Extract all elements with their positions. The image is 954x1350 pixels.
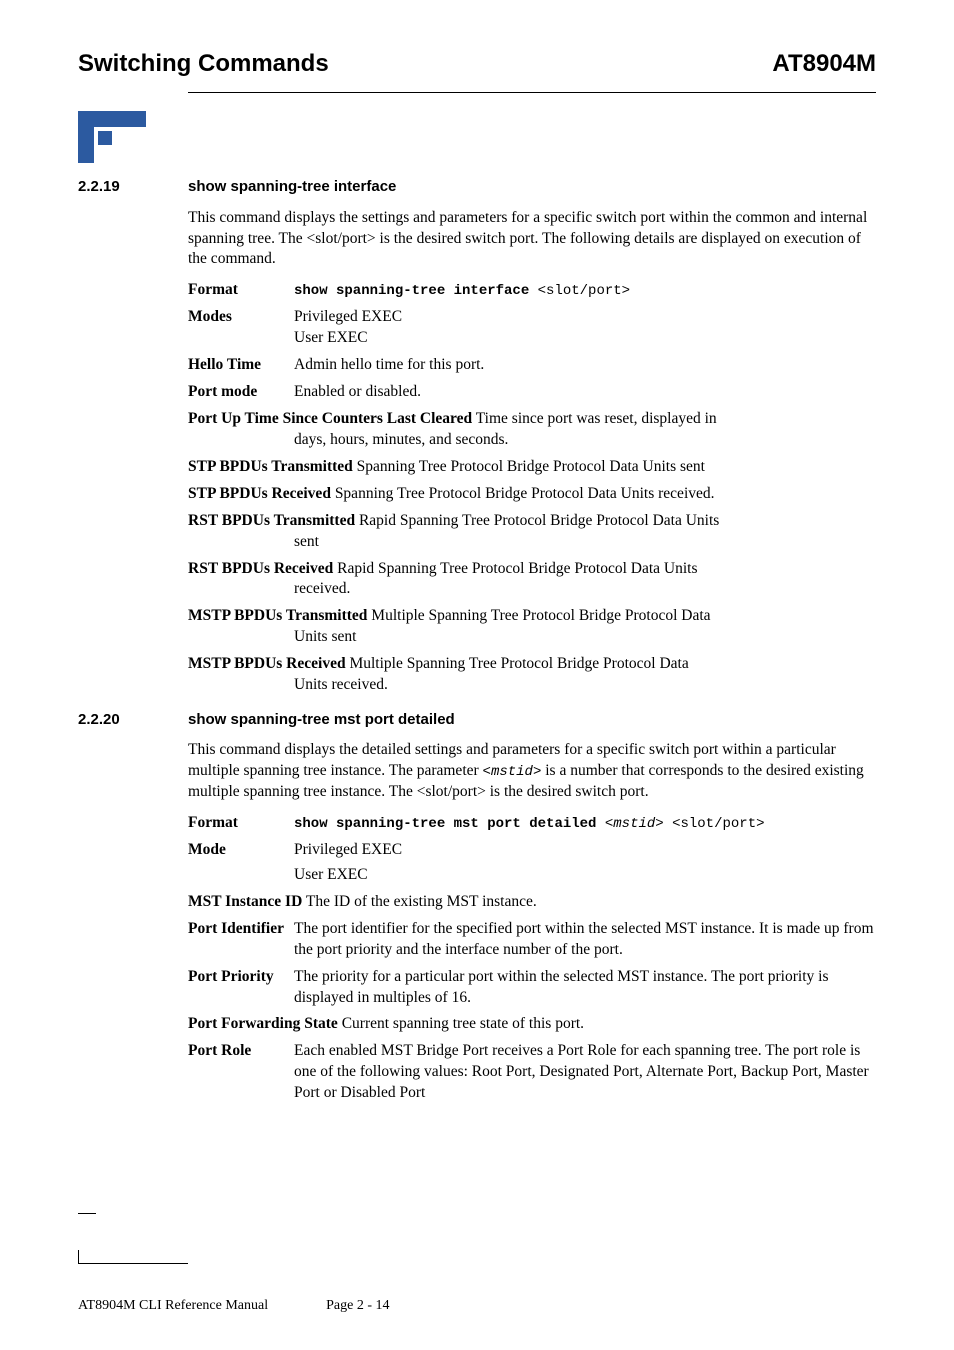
mode-line: User EXEC	[294, 865, 876, 886]
format-command: show spanning-tree mst port detailed	[294, 816, 605, 832]
def-term: Port mode	[188, 382, 294, 403]
def-mode: Mode Privileged EXEC User EXEC	[188, 840, 876, 886]
def-body: Admin hello time for this port.	[294, 355, 876, 376]
def-body: The port identifier for the specified po…	[294, 919, 876, 961]
def-bold: MSTP BPDUs Received	[188, 655, 346, 672]
def-rest: Multiple Spanning Tree Protocol Bridge P…	[367, 607, 710, 624]
def-stp-tx: STP BPDUs Transmitted Spanning Tree Prot…	[188, 457, 876, 478]
def-stp-rx: STP BPDUs Received Spanning Tree Protoco…	[188, 484, 876, 505]
def-term: Format	[188, 813, 294, 834]
def-bold: Port Forwarding State	[188, 1015, 338, 1032]
def-term: Port Role	[188, 1041, 294, 1104]
header-right: AT8904M	[772, 48, 876, 80]
def-term: Format	[188, 280, 294, 301]
intro-code: <mstid>	[483, 764, 542, 780]
section-title: show spanning-tree interface	[188, 177, 396, 197]
header-rule	[188, 92, 876, 93]
def-bold: MST Instance ID	[188, 893, 302, 910]
def-hello-time: Hello Time Admin hello time for this por…	[188, 355, 876, 376]
def-port-priority: Port Priority The priority for a particu…	[188, 967, 876, 1009]
def-format: Format show spanning-tree interface <slo…	[188, 280, 876, 301]
brand-logo	[78, 111, 146, 163]
format-arg: <slot/port>	[672, 816, 764, 832]
format-command: show spanning-tree interface	[294, 283, 538, 299]
def-port-identifier: Port Identifier The port identifier for …	[188, 919, 876, 961]
def-body: The priority for a particular port withi…	[294, 967, 876, 1009]
def-body: show spanning-tree interface <slot/port>	[294, 280, 876, 301]
def-body: Enabled or disabled.	[294, 382, 876, 403]
def-body: Each enabled MST Bridge Port receives a …	[294, 1041, 876, 1104]
def-body: show spanning-tree mst port detailed <ms…	[294, 813, 876, 834]
section-heading: 2.2.19 show spanning-tree interface	[188, 177, 876, 197]
def-term: Modes	[188, 307, 294, 349]
def-port-up-time: Port Up Time Since Counters Last Cleared…	[188, 409, 876, 451]
def-rest: Rapid Spanning Tree Protocol Bridge Prot…	[355, 512, 719, 529]
def-rest: Spanning Tree Protocol Bridge Protocol D…	[353, 458, 705, 475]
def-rest: Spanning Tree Protocol Bridge Protocol D…	[331, 485, 715, 502]
footer-crop-marks	[78, 1213, 188, 1264]
section-heading: 2.2.20 show spanning-tree mst port detai…	[188, 710, 876, 730]
footer-page: Page 2 - 14	[326, 1297, 389, 1316]
def-port-role: Port Role Each enabled MST Bridge Port r…	[188, 1041, 876, 1104]
def-cont: Units received.	[188, 675, 876, 696]
def-bold: RST BPDUs Transmitted	[188, 512, 355, 529]
logo-square	[98, 131, 112, 145]
crop-corner	[78, 1250, 188, 1264]
def-port-forwarding-state: Port Forwarding State Current spanning t…	[188, 1014, 876, 1035]
def-rst-tx: RST BPDUs Transmitted Rapid Spanning Tre…	[188, 511, 876, 553]
def-mstp-tx: MSTP BPDUs Transmitted Multiple Spanning…	[188, 606, 876, 648]
page-header: Switching Commands AT8904M	[78, 48, 876, 88]
def-rest: Rapid Spanning Tree Protocol Bridge Prot…	[333, 560, 697, 577]
page-footer: AT8904M CLI Reference Manual Page 2 - 14	[78, 1297, 876, 1316]
def-term: Mode	[188, 840, 294, 886]
section-intro: This command displays the detailed setti…	[188, 740, 876, 803]
def-bold: RST BPDUs Received	[188, 560, 333, 577]
def-bold: STP BPDUs Transmitted	[188, 458, 353, 475]
section-intro: This command displays the settings and p…	[188, 208, 876, 271]
def-bold: MSTP BPDUs Transmitted	[188, 607, 367, 624]
content: 2.2.19 show spanning-tree interface This…	[188, 177, 876, 1104]
mode-line: Privileged EXEC	[294, 307, 876, 328]
def-body: Privileged EXEC User EXEC	[294, 840, 876, 886]
def-term: Port Priority	[188, 967, 294, 1009]
format-arg: <mstid>	[605, 816, 664, 832]
def-bold: STP BPDUs Received	[188, 485, 331, 502]
section-number: 2.2.19	[78, 177, 188, 197]
def-port-mode: Port mode Enabled or disabled.	[188, 382, 876, 403]
page: Switching Commands AT8904M 2.2.19 show s…	[0, 0, 954, 1350]
def-cont: received.	[188, 579, 876, 600]
def-rest: Multiple Spanning Tree Protocol Bridge P…	[346, 655, 689, 672]
def-cont: sent	[188, 532, 876, 553]
def-bold: Port Up Time Since Counters Last Cleared	[188, 410, 472, 427]
def-term: Port Identifier	[188, 919, 294, 961]
def-rest: The ID of the existing MST instance.	[302, 893, 536, 910]
format-arg: <slot/port>	[538, 283, 630, 299]
def-body: Privileged EXEC User EXEC	[294, 307, 876, 349]
def-rest: Current spanning tree state of this port…	[338, 1015, 584, 1032]
section-title: show spanning-tree mst port detailed	[188, 710, 455, 730]
format-mid	[664, 816, 672, 832]
def-rest: Time since port was reset, displayed in	[472, 410, 717, 427]
footer-left: AT8904M CLI Reference Manual	[78, 1297, 268, 1316]
def-mstp-rx: MSTP BPDUs Received Multiple Spanning Tr…	[188, 654, 876, 696]
def-mst-instance-id: MST Instance ID The ID of the existing M…	[188, 892, 876, 913]
crop-tick	[78, 1213, 96, 1214]
logo-bar-left	[78, 111, 94, 163]
header-left: Switching Commands	[78, 48, 329, 80]
def-cont: Units sent	[188, 627, 876, 648]
def-term: Hello Time	[188, 355, 294, 376]
def-rst-rx: RST BPDUs Received Rapid Spanning Tree P…	[188, 559, 876, 601]
def-modes: Modes Privileged EXEC User EXEC	[188, 307, 876, 349]
section-number: 2.2.20	[78, 710, 188, 730]
def-format: Format show spanning-tree mst port detai…	[188, 813, 876, 834]
mode-line: User EXEC	[294, 328, 876, 349]
mode-line: Privileged EXEC	[294, 840, 876, 861]
def-cont: days, hours, minutes, and seconds.	[188, 430, 876, 451]
